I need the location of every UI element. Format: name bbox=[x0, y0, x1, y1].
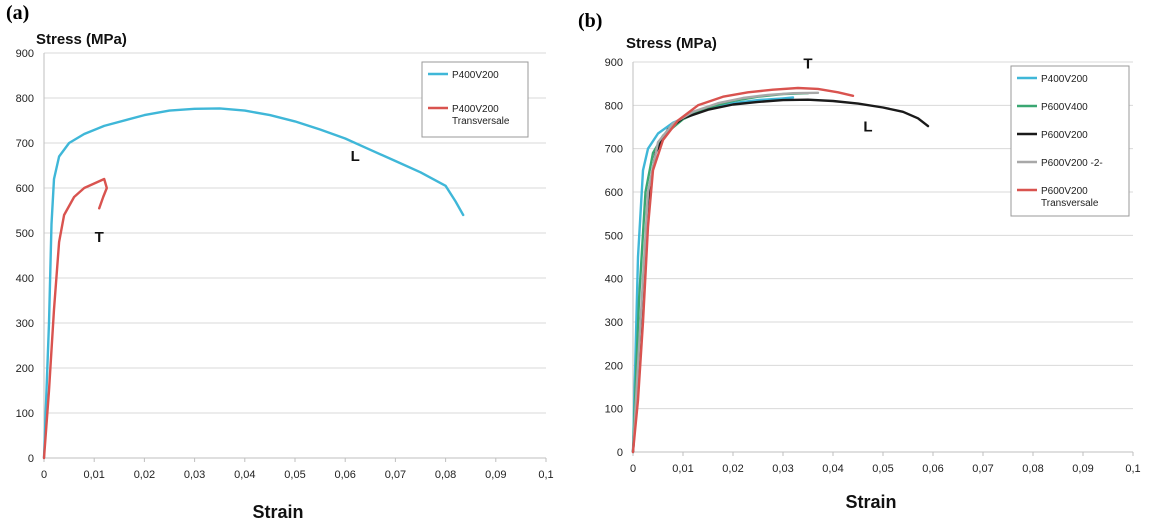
x-tick-label: 0,05 bbox=[872, 463, 893, 475]
x-tick-label: 0,09 bbox=[1072, 463, 1093, 475]
x-tick-label: 0,07 bbox=[385, 469, 406, 481]
series-line bbox=[631, 98, 930, 454]
legend-label-line2: Transversale bbox=[452, 116, 510, 127]
y-tick-label: 700 bbox=[16, 138, 34, 150]
y-tick-label: 900 bbox=[605, 57, 623, 69]
x-tick-label: 0,1 bbox=[538, 469, 553, 481]
y-tick-label: 100 bbox=[605, 404, 623, 416]
y-tick-label: 600 bbox=[605, 187, 623, 199]
x-tick-label: 0,05 bbox=[284, 469, 305, 481]
curve-annotation: L bbox=[863, 118, 872, 135]
x-axis-title: Strain bbox=[252, 502, 303, 522]
series-line bbox=[631, 86, 855, 454]
panel-a-letter: (a) bbox=[6, 2, 30, 24]
x-tick-label: 0,03 bbox=[772, 463, 793, 475]
x-tick-label: 0,1 bbox=[1125, 463, 1140, 475]
x-tick-label: 0,03 bbox=[184, 469, 205, 481]
y-axis-title: Stress (MPa) bbox=[36, 31, 127, 48]
y-tick-label: 0 bbox=[617, 447, 623, 459]
curve-annotation: L bbox=[351, 148, 360, 165]
y-tick-label: 200 bbox=[16, 363, 34, 375]
x-axis-title: Strain bbox=[845, 492, 896, 512]
chart-panel-a: 0 100 200 300 400 500 600 700 800 900 0 0,01 0,02 0,0… bbox=[16, 31, 554, 522]
x-tick-label: 0,08 bbox=[1022, 463, 1043, 475]
y-tick-label: 200 bbox=[605, 360, 623, 372]
legend-label: P600V200 -2- bbox=[1041, 158, 1103, 169]
y-tick-label: 900 bbox=[16, 48, 34, 60]
x-tick-label: 0,01 bbox=[672, 463, 693, 475]
legend-label: P600V200 bbox=[1041, 130, 1088, 141]
x-tick-label: 0 bbox=[41, 469, 47, 481]
x-tick-label: 0,06 bbox=[334, 469, 355, 481]
legend: P400V200 P600V400 P600V200 P600V200 -2- P600… bbox=[1010, 65, 1130, 217]
curve-annotation: T bbox=[95, 229, 104, 246]
y-tick-label: 100 bbox=[16, 408, 34, 420]
legend-label: P400V200 bbox=[1041, 74, 1088, 85]
y-tick-label: 400 bbox=[16, 273, 34, 285]
curve-annotation: T bbox=[803, 56, 812, 73]
x-tick-label: 0,08 bbox=[435, 469, 456, 481]
y-axis-title: Stress (MPa) bbox=[626, 35, 717, 52]
legend-label-line2: Transversale bbox=[1041, 198, 1099, 209]
panel-b-letter: (b) bbox=[578, 10, 603, 32]
series-line bbox=[42, 107, 465, 460]
y-tick-label: 500 bbox=[605, 230, 623, 242]
x-tick-label: 0,06 bbox=[922, 463, 943, 475]
series-line bbox=[631, 91, 820, 454]
legend-label: P600V400 bbox=[1041, 102, 1088, 113]
y-tick-label: 500 bbox=[16, 228, 34, 240]
y-tick-label: 800 bbox=[605, 100, 623, 112]
y-tick-label: 300 bbox=[605, 317, 623, 329]
x-tick-label: 0,07 bbox=[972, 463, 993, 475]
y-tick-label: 400 bbox=[605, 274, 623, 286]
x-tick-label: 0,09 bbox=[485, 469, 506, 481]
x-tick-label: 0,04 bbox=[822, 463, 843, 475]
chart-panel-b: 0 100 200 300 400 500 600 700 800 900 0 0,01 0,02 0,0… bbox=[605, 35, 1141, 512]
x-tick-label: 0,02 bbox=[134, 469, 155, 481]
series-line bbox=[42, 177, 108, 460]
y-tick-label: 300 bbox=[16, 318, 34, 330]
y-tick-label: 800 bbox=[16, 93, 34, 105]
x-tick-label: 0,01 bbox=[83, 469, 104, 481]
y-tick-label: 700 bbox=[605, 144, 623, 156]
y-tick-label: 0 bbox=[28, 453, 34, 465]
x-tick-label: 0,02 bbox=[722, 463, 743, 475]
legend-label: P600V200 bbox=[1041, 186, 1088, 197]
x-tick-label: 0 bbox=[630, 463, 636, 475]
legend-label: P400V200 bbox=[452, 104, 499, 115]
x-tick-label: 0,04 bbox=[234, 469, 255, 481]
y-tick-label: 600 bbox=[16, 183, 34, 195]
legend-label: P400V200 bbox=[452, 70, 499, 81]
